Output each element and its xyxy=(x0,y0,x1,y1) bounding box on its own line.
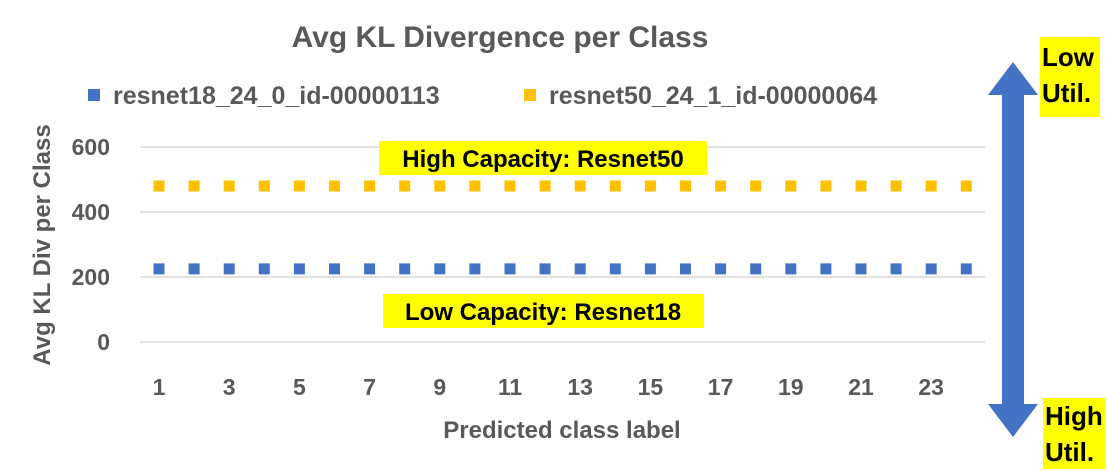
data-point-series-0 xyxy=(644,263,656,275)
data-point-series-1 xyxy=(925,180,937,192)
data-point-series-1 xyxy=(960,180,972,192)
data-point-series-0 xyxy=(329,263,340,275)
x-tick-label: 21 xyxy=(848,374,874,400)
legend: resnet18_24_0_id-00000113 resnet50_24_1_… xyxy=(88,82,877,110)
low-util-line2: Util. xyxy=(1042,78,1091,108)
x-axis-title: Predicted class label xyxy=(443,417,680,444)
data-points xyxy=(153,180,972,275)
data-point-series-0 xyxy=(925,263,937,275)
x-tick-label: 23 xyxy=(918,374,944,400)
data-point-series-1 xyxy=(644,180,656,192)
x-tick-label: 17 xyxy=(708,374,734,400)
x-tick-label: 15 xyxy=(638,374,664,400)
x-tick-label: 1 xyxy=(153,374,166,400)
data-point-series-0 xyxy=(680,263,691,275)
data-point-series-0 xyxy=(960,263,972,275)
data-point-series-1 xyxy=(750,180,762,192)
x-tick-label: 9 xyxy=(433,374,446,400)
low-util-line1: Low xyxy=(1042,42,1095,72)
utilization-arrow xyxy=(988,62,1038,437)
data-point-series-0 xyxy=(574,263,586,275)
x-tick-label: 11 xyxy=(498,374,523,400)
low-capacity-label: Low Capacity: Resnet18 xyxy=(405,299,681,326)
y-axis-ticks: 0 200 400 600 xyxy=(72,134,110,355)
data-point-series-1 xyxy=(504,180,516,192)
data-point-series-0 xyxy=(469,263,481,275)
data-point-series-1 xyxy=(469,180,481,192)
data-point-series-0 xyxy=(434,263,446,275)
high-util-line2: Util. xyxy=(1045,437,1094,467)
high-capacity-highlight xyxy=(379,141,707,175)
legend-marker-resnet18 xyxy=(88,89,100,101)
low-util-highlight xyxy=(1040,37,1100,117)
high-capacity-label: High Capacity: Resnet50 xyxy=(402,146,683,173)
data-point-series-0 xyxy=(855,263,867,275)
data-point-series-0 xyxy=(715,263,727,275)
data-point-series-1 xyxy=(399,180,411,192)
data-point-series-0 xyxy=(539,263,551,275)
high-util-highlight xyxy=(1043,398,1105,469)
data-point-series-1 xyxy=(574,180,586,192)
data-point-series-1 xyxy=(153,180,165,192)
data-point-series-1 xyxy=(855,180,867,192)
data-point-series-0 xyxy=(609,263,621,275)
y-tick-label: 200 xyxy=(72,264,110,290)
data-point-series-0 xyxy=(188,263,200,275)
double-arrow-icon xyxy=(988,62,1038,437)
legend-label-resnet50: resnet50_24_1_id-00000064 xyxy=(549,82,877,110)
data-point-series-0 xyxy=(258,263,270,275)
x-tick-label: 3 xyxy=(223,374,236,400)
data-point-series-0 xyxy=(890,263,902,275)
data-point-series-1 xyxy=(329,180,340,192)
data-point-series-1 xyxy=(820,180,832,192)
data-point-series-0 xyxy=(223,263,235,275)
y-axis-title: Avg KL Div per Class xyxy=(29,124,56,365)
legend-label-resnet18: resnet18_24_0_id-00000113 xyxy=(113,82,440,110)
legend-marker-resnet50 xyxy=(524,89,536,101)
data-point-series-1 xyxy=(539,180,551,192)
y-tick-label: 0 xyxy=(97,329,110,355)
data-point-series-1 xyxy=(293,180,305,192)
data-point-series-1 xyxy=(715,180,727,192)
x-axis-ticks: 1 3 5 7 9 11 13 15 17 19 21 23 xyxy=(153,374,944,400)
data-point-series-1 xyxy=(223,180,235,192)
data-point-series-0 xyxy=(785,263,797,275)
data-point-series-1 xyxy=(258,180,270,192)
low-capacity-highlight xyxy=(383,294,704,328)
data-point-series-0 xyxy=(364,263,376,275)
chart-title: Avg KL Divergence per Class xyxy=(292,21,709,54)
data-point-series-0 xyxy=(293,263,305,275)
y-tick-label: 400 xyxy=(72,199,110,225)
data-point-series-1 xyxy=(364,180,376,192)
data-point-series-0 xyxy=(820,263,832,275)
x-tick-label: 7 xyxy=(363,374,376,400)
x-tick-label: 13 xyxy=(567,374,593,400)
x-tick-label: 5 xyxy=(293,374,306,400)
data-point-series-0 xyxy=(399,263,411,275)
data-point-series-1 xyxy=(680,180,691,192)
x-tick-label: 19 xyxy=(778,374,804,400)
high-util-line1: High xyxy=(1045,401,1103,431)
data-point-series-0 xyxy=(153,263,165,275)
data-point-series-1 xyxy=(434,180,446,192)
y-tick-label: 600 xyxy=(72,134,110,160)
data-point-series-1 xyxy=(188,180,200,192)
data-point-series-1 xyxy=(785,180,797,192)
data-point-series-0 xyxy=(504,263,516,275)
data-point-series-0 xyxy=(750,263,762,275)
data-point-series-1 xyxy=(609,180,621,192)
data-point-series-1 xyxy=(890,180,902,192)
